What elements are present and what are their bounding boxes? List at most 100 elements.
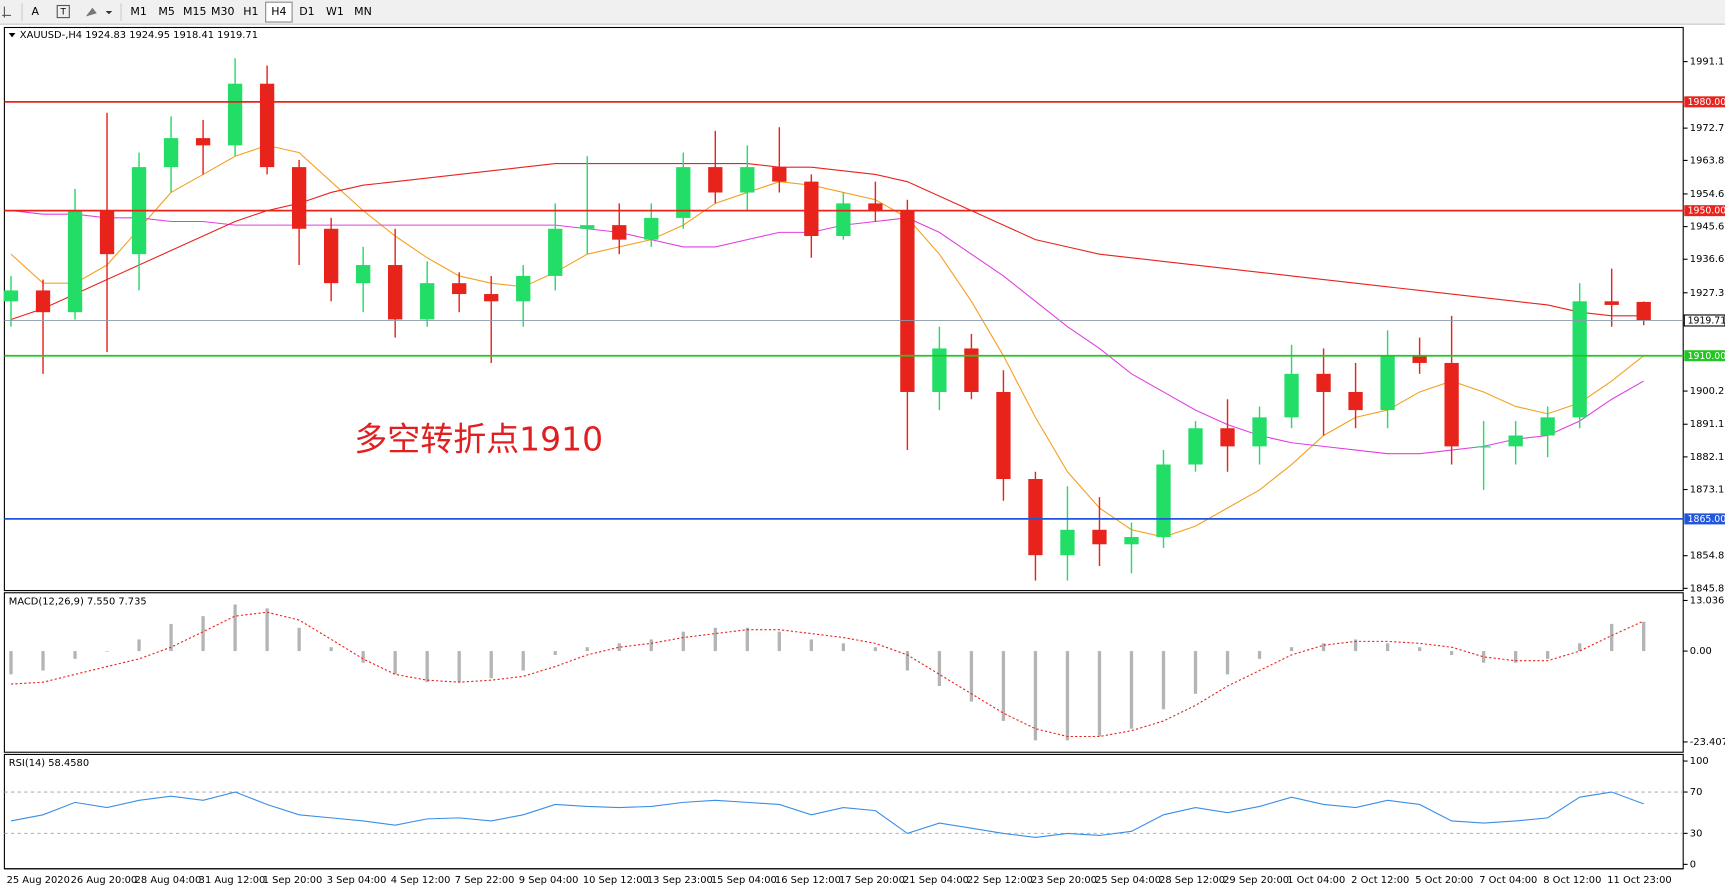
histogram-bar [329, 647, 333, 652]
histogram-bar [1225, 651, 1230, 675]
histogram-bar [1449, 651, 1454, 655]
histogram-bar [521, 651, 525, 671]
histogram-bar [809, 639, 813, 652]
candle-body [1444, 362, 1459, 447]
y-tick-label: 1972.75 [1690, 123, 1725, 134]
candle-body [1476, 446, 1491, 448]
candle-body [516, 275, 531, 302]
histogram-bar [105, 651, 109, 652]
candle-body [163, 138, 179, 168]
x-tick-label: 23 Sep 20:00 [1031, 875, 1097, 886]
candle-body [1508, 435, 1523, 447]
x-tick-label: 2 Oct 12:00 [1351, 875, 1409, 886]
label-tool[interactable]: T [60, 8, 67, 18]
histogram-bar [745, 627, 749, 652]
candle-body [1540, 417, 1555, 436]
moving-average [10, 162, 1644, 320]
signal-line [10, 611, 1644, 738]
candle-body [644, 217, 659, 240]
price-level-label: 1865.00 [1688, 514, 1725, 525]
last-price-label: 1919.71 [1688, 316, 1725, 327]
candle-body [227, 83, 243, 146]
candle-body [772, 167, 787, 182]
candle-body [323, 228, 339, 284]
label-tool-frame[interactable] [56, 4, 70, 19]
moving-average [10, 144, 1645, 538]
histogram-bar [1321, 643, 1326, 652]
histogram-bar [1065, 651, 1070, 741]
y-tick-label: 1936.60 [1690, 254, 1725, 265]
price-level-tag [1684, 513, 1725, 525]
last-price-tag [1683, 314, 1725, 327]
x-tick-label: 7 Oct 04:00 [1479, 875, 1537, 886]
histogram-bar [1481, 651, 1486, 663]
period-button[interactable]: H4 [271, 5, 286, 18]
candle-body [1028, 479, 1043, 556]
candle-body [1380, 355, 1395, 411]
x-tick-label: 3 Sep 04:00 [327, 875, 387, 886]
panel-title: MACD(12,26,9) 7.550 7.735 [9, 597, 147, 608]
x-tick-label: 17 Sep 20:00 [839, 875, 905, 886]
candle-body [676, 167, 691, 218]
period-button[interactable]: H1 [243, 5, 258, 18]
candle-body [420, 283, 435, 320]
y-tick-label: 1900.25 [1690, 386, 1725, 397]
histogram-bar [1513, 651, 1518, 663]
period-button[interactable]: M1 [130, 5, 146, 18]
panel-frame [3, 753, 1684, 870]
period-button[interactable]: W1 [326, 5, 344, 18]
y-tick-label: 30 [1690, 828, 1703, 839]
candle-body [356, 265, 371, 284]
y-tick-label: 1927.35 [1690, 288, 1725, 299]
histogram-bar [457, 651, 461, 683]
candle-body [1572, 301, 1587, 418]
crosshair-tool[interactable] [2, 6, 12, 18]
period-button[interactable]: M15 [183, 5, 206, 18]
x-tick-label: 9 Sep 04:00 [519, 875, 579, 886]
histogram-bar [841, 643, 846, 652]
chart-title: XAUUSD-,H4 1924.83 1924.95 1918.41 1919.… [20, 30, 258, 41]
symbol-marker [8, 32, 16, 38]
y-tick-label: -23.407 [1690, 737, 1725, 748]
histogram-bar [873, 647, 878, 652]
histogram-bar [137, 639, 141, 652]
price-level-tag [1684, 350, 1725, 362]
candle-body [1348, 391, 1363, 411]
toolbar-bg [0, 0, 1725, 25]
x-tick-label: 28 Aug 04:00 [135, 875, 202, 886]
histogram-bar [969, 651, 974, 702]
histogram-bar [1353, 639, 1358, 652]
candle-body [548, 228, 563, 276]
x-tick-label: 7 Sep 22:00 [455, 875, 515, 886]
candle-body [1092, 529, 1107, 545]
y-tick-label: 1845.85 [1690, 583, 1725, 594]
annotation: 多空转折点1910 [354, 420, 603, 459]
histogram-bar [201, 616, 205, 652]
period-button[interactable]: M5 [158, 5, 174, 18]
candle-body [964, 348, 979, 392]
shapes-tool[interactable] [85, 7, 113, 17]
histogram-bar [73, 651, 77, 659]
histogram-bar [649, 639, 653, 652]
candle-body [1060, 529, 1075, 556]
candle-body [1316, 373, 1331, 392]
y-tick-label: 100 [1690, 756, 1709, 767]
panel-frame [3, 26, 1684, 592]
period-button-active[interactable] [265, 1, 293, 23]
histogram-bar [1642, 621, 1646, 652]
period-button[interactable]: D1 [299, 5, 314, 18]
period-button[interactable]: M30 [211, 5, 234, 18]
candle-body [195, 138, 211, 146]
x-tick-label: 21 Sep 04:00 [903, 875, 969, 886]
histogram-bar [937, 651, 942, 687]
candle-body [996, 391, 1011, 480]
toolbar: A T M1 M5 M15 M30 H1 H4 D1 W1 MN [0, 0, 1725, 25]
histogram-bar [1610, 623, 1614, 652]
period-buttons: M1 M5 M15 M30 H1 H4 D1 W1 MN [130, 1, 372, 23]
period-button[interactable]: MN [354, 5, 372, 18]
candle-body [1412, 355, 1427, 363]
histogram-bar [1033, 651, 1038, 741]
panel-title: RSI(14) 58.4580 [9, 758, 89, 769]
text-tool[interactable]: A [31, 5, 39, 18]
histogram-bar [617, 643, 621, 652]
